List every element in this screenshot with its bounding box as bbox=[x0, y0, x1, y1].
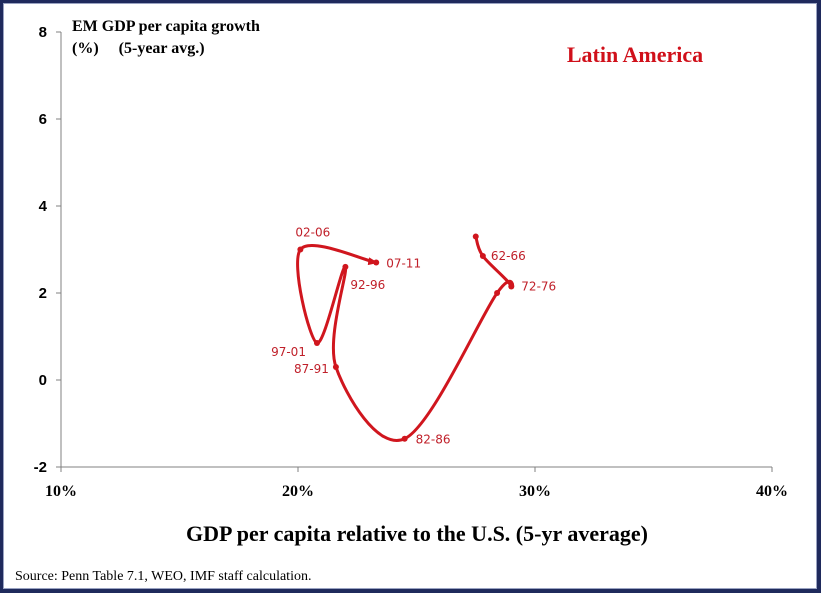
y-axis-label-line1: EM GDP per capita growth bbox=[72, 18, 260, 35]
data-point bbox=[401, 435, 408, 442]
y-ticks: -2 0 2 4 6 8 bbox=[34, 24, 61, 476]
point-label: 87-91 bbox=[294, 362, 329, 376]
point-label: 97-01 bbox=[271, 345, 306, 359]
y-tick-label: 4 bbox=[39, 198, 48, 215]
point-label: 82-86 bbox=[416, 433, 451, 447]
point-label: 02-06 bbox=[295, 226, 330, 240]
x-tick-label: 10% bbox=[45, 483, 77, 500]
x-ticks: 10% 20% 30% 40% bbox=[45, 467, 788, 500]
source-note: Source: Penn Table 7.1, WEO, IMF staff c… bbox=[15, 569, 311, 584]
point-label: 62-66 bbox=[491, 249, 526, 263]
y-tick-label: -2 bbox=[34, 459, 47, 476]
series-layer bbox=[296, 233, 515, 442]
chart-title: Latin America bbox=[567, 42, 703, 67]
x-axis-label: GDP per capita relative to the U.S. (5-y… bbox=[186, 521, 648, 546]
x-tick-label: 30% bbox=[519, 483, 551, 500]
data-point bbox=[297, 246, 304, 253]
data-point bbox=[472, 233, 479, 240]
chart-frame: -2 0 2 4 6 8 10% 20% 30% 40% 62-66 72-76 82-86 87-9… bbox=[3, 3, 817, 589]
axes: -2 0 2 4 6 8 10% 20% 30% 40% bbox=[34, 24, 788, 500]
x-tick-label: 20% bbox=[282, 483, 314, 500]
chart-canvas: -2 0 2 4 6 8 10% 20% 30% 40% 62-66 72-76 82-86 87-9… bbox=[15, 18, 788, 584]
y-tick-label: 2 bbox=[39, 285, 47, 302]
data-point bbox=[313, 340, 320, 347]
x-tick-label: 40% bbox=[756, 483, 788, 500]
data-point bbox=[332, 363, 339, 370]
y-tick-label: 8 bbox=[39, 24, 47, 41]
point-label: 92-96 bbox=[350, 278, 385, 292]
point-label: 72-76 bbox=[521, 279, 556, 293]
point-label: 07-11 bbox=[386, 257, 421, 271]
data-point bbox=[342, 263, 349, 270]
y-tick-label: 6 bbox=[39, 111, 47, 128]
data-point bbox=[479, 253, 486, 260]
data-point bbox=[494, 290, 501, 296]
data-point bbox=[373, 259, 380, 266]
point-labels: 62-66 72-76 82-86 87-91 92-96 97-01 02-06 07-11 bbox=[271, 226, 556, 447]
y-tick-label: 0 bbox=[39, 372, 47, 389]
y-axis-label-line2: (%) (5-year avg.) bbox=[72, 40, 205, 57]
data-point bbox=[508, 283, 515, 290]
